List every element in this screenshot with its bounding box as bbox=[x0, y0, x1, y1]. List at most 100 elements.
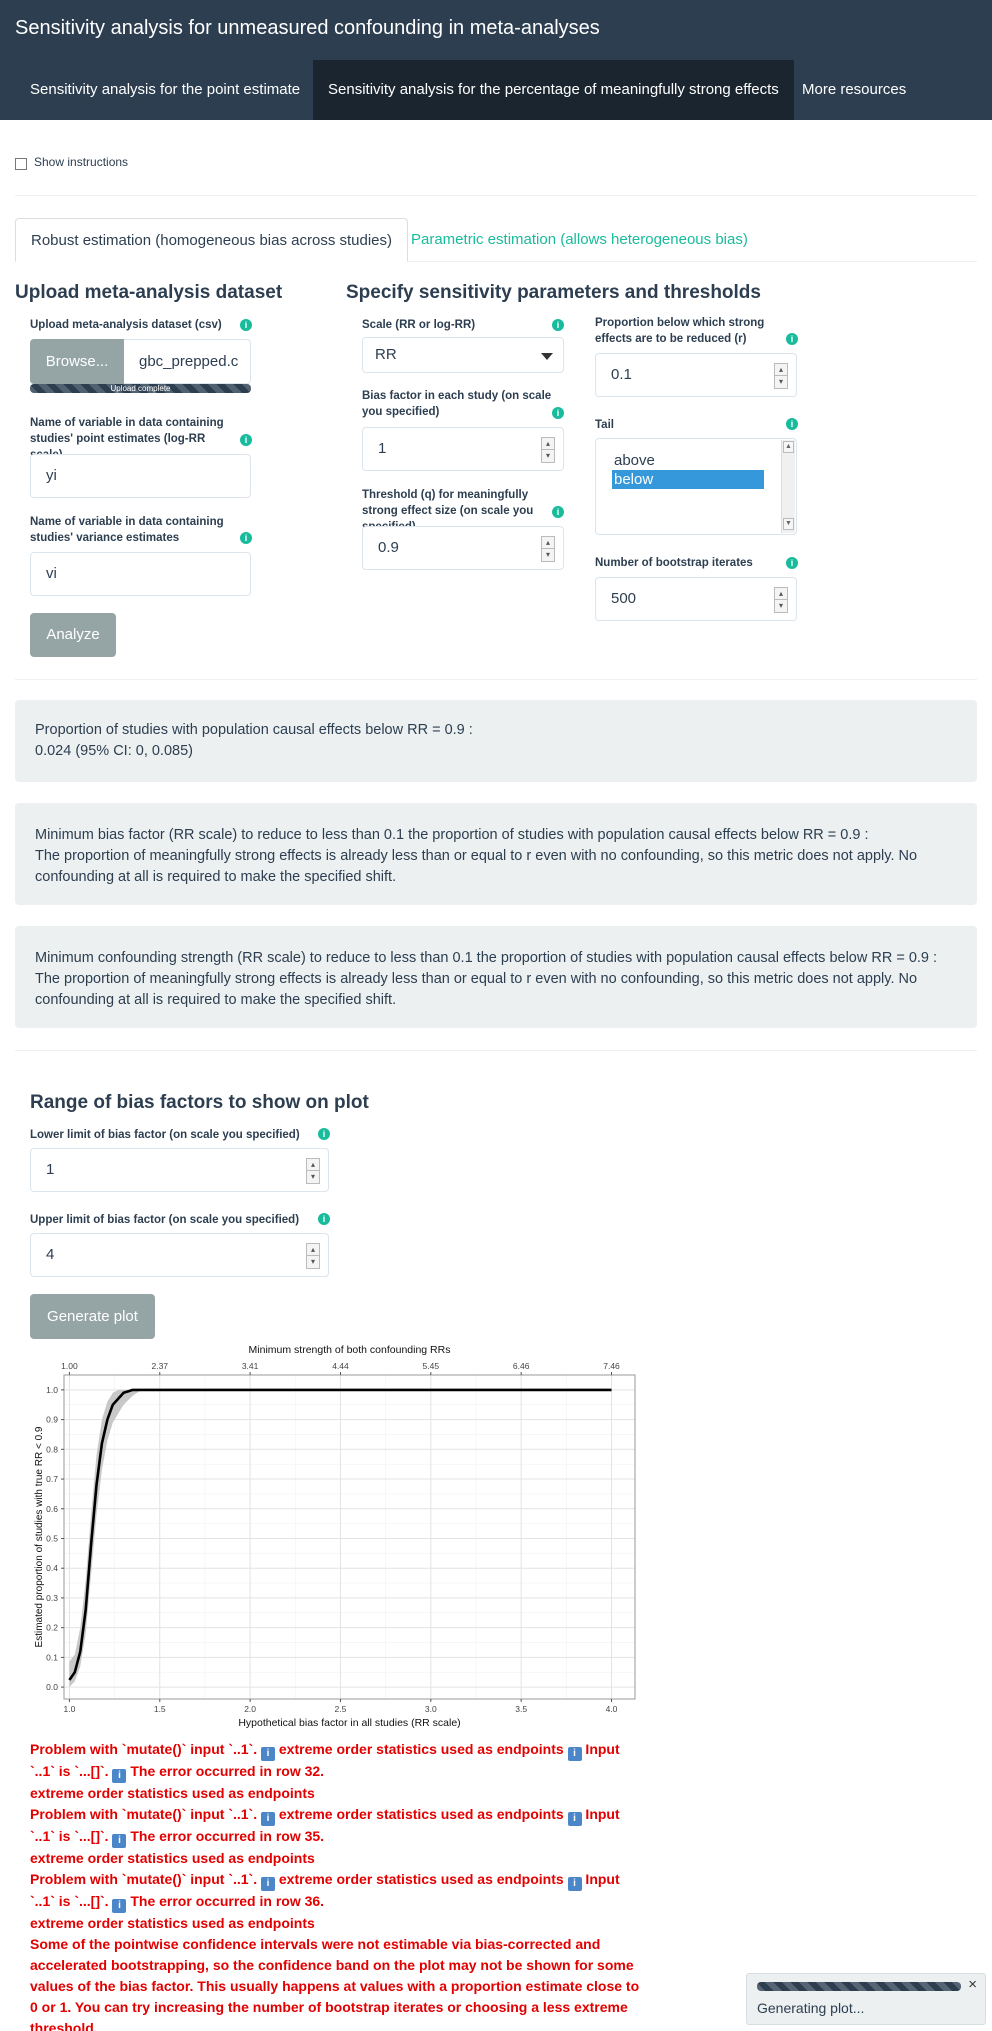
error-tail: extreme order statistics used as endpoin… bbox=[30, 1785, 315, 1801]
x-tick-label: 3.0 bbox=[425, 1704, 437, 1714]
analyze-button[interactable]: Analyze bbox=[30, 613, 116, 657]
tab-point-estimate[interactable]: Sensitivity analysis for the point estim… bbox=[30, 81, 301, 98]
generate-plot-button[interactable]: Generate plot bbox=[30, 1294, 155, 1339]
error-post: Input `..1` is `...[]`. bbox=[30, 1806, 620, 1844]
lower-limit-input[interactable]: 1 ▴ ▾ bbox=[30, 1148, 329, 1192]
error-post: Input `..1` is `...[]`. bbox=[30, 1741, 620, 1779]
error-prefix: Problem with `mutate()` input `..1`. bbox=[30, 1741, 258, 1757]
y-tick-label: 0.5 bbox=[46, 1533, 58, 1543]
error-mid: extreme order statistics used as endpoin… bbox=[275, 1871, 564, 1887]
lower-limit-value: 1 bbox=[46, 1161, 55, 1178]
info-icon[interactable]: i bbox=[786, 418, 798, 430]
info-icon: i bbox=[112, 1769, 127, 1783]
info-icon: i bbox=[567, 1877, 582, 1891]
scroll-up-icon[interactable]: ▲ bbox=[783, 441, 794, 453]
show-instructions-label[interactable]: Show instructions bbox=[34, 155, 129, 169]
top-tick-label: 1.00 bbox=[61, 1361, 78, 1371]
tail-option-above[interactable]: above bbox=[614, 452, 655, 469]
info-icon[interactable]: i bbox=[786, 557, 798, 569]
min-bias-well: Minimum bias factor (RR scale) to reduce… bbox=[15, 803, 977, 905]
info-icon: i bbox=[567, 1812, 582, 1826]
bias-input[interactable]: 1 ▴ ▾ bbox=[362, 427, 564, 471]
y-tick-label: 0.3 bbox=[46, 1593, 58, 1603]
boot-label: Number of bootstrap iterates bbox=[595, 557, 753, 569]
lower-limit-label: Lower limit of bias factor (on scale you… bbox=[30, 1129, 300, 1141]
error-message: Problem with `mutate()` input `..1`. i e… bbox=[30, 1869, 640, 1913]
tab-more-resources[interactable]: More resources bbox=[802, 81, 907, 98]
info-icon[interactable]: i bbox=[240, 532, 252, 544]
browse-button[interactable]: Browse... bbox=[30, 339, 124, 384]
top-tick-label: 7.46 bbox=[603, 1361, 620, 1371]
r-stepper[interactable]: ▴ ▾ bbox=[774, 363, 788, 389]
x-tick-label: 3.5 bbox=[515, 1704, 527, 1714]
info-icon[interactable]: i bbox=[552, 506, 564, 518]
info-icon: i bbox=[567, 1747, 582, 1761]
upper-limit-stepper[interactable]: ▴ ▾ bbox=[306, 1243, 320, 1269]
show-instructions-checkbox[interactable] bbox=[15, 158, 27, 170]
lower-limit-stepper[interactable]: ▴ ▾ bbox=[306, 1158, 320, 1184]
y-tick-label: 0.4 bbox=[46, 1563, 58, 1573]
min-bias-heading: Minimum bias factor (RR scale) to reduce… bbox=[35, 827, 869, 843]
info-icon: i bbox=[261, 1812, 275, 1826]
error-mid: extreme order statistics used as endpoin… bbox=[275, 1741, 564, 1757]
bias-stepper[interactable]: ▴ ▾ bbox=[541, 437, 555, 463]
close-icon[interactable]: × bbox=[968, 1976, 977, 1993]
boot-input[interactable]: 500 ▴ ▾ bbox=[595, 577, 797, 621]
top-tick-label: 2.37 bbox=[151, 1361, 168, 1371]
info-icon[interactable]: i bbox=[786, 333, 798, 345]
error-row: The error occurred in row 32. bbox=[126, 1763, 325, 1779]
series-line bbox=[68, 1388, 612, 1681]
notification-text: Generating plot... bbox=[757, 2000, 865, 2016]
info-icon[interactable]: i bbox=[318, 1213, 330, 1225]
upper-limit-label: Upper limit of bias factor (on scale you… bbox=[30, 1214, 300, 1226]
info-icon[interactable]: i bbox=[552, 407, 564, 419]
scroll-down-icon[interactable]: ▼ bbox=[783, 518, 794, 530]
tab-percentage-strong-effects[interactable]: Sensitivity analysis for the percentage … bbox=[313, 60, 794, 120]
upper-limit-input[interactable]: 4 ▴ ▾ bbox=[30, 1233, 329, 1277]
scale-select[interactable]: RR bbox=[362, 337, 564, 373]
proportion-value: 0.024 (95% CI: 0, 0.085) bbox=[35, 743, 193, 759]
boot-stepper[interactable]: ▴ ▾ bbox=[774, 587, 788, 613]
top-tick-label: 4.44 bbox=[332, 1361, 349, 1371]
info-icon[interactable]: i bbox=[240, 319, 252, 331]
top-tick-label: 5.45 bbox=[423, 1361, 440, 1371]
boot-input-value: 500 bbox=[611, 590, 637, 607]
yi-input[interactable]: yi bbox=[30, 454, 251, 498]
tab-parametric-estimation[interactable]: Parametric estimation (allows heterogene… bbox=[411, 231, 748, 248]
y-tick-label: 0.9 bbox=[46, 1415, 58, 1425]
error-prefix: Problem with `mutate()` input `..1`. bbox=[30, 1871, 258, 1887]
error-mid: extreme order statistics used as endpoin… bbox=[275, 1806, 564, 1822]
y-tick-label: 0.6 bbox=[46, 1504, 58, 1514]
y-axis-title: Estimated proportion of studies with tru… bbox=[34, 1426, 45, 1647]
info-icon[interactable]: i bbox=[318, 1128, 330, 1140]
x-tick-label: 1.5 bbox=[154, 1704, 166, 1714]
x-tick-label: 2.5 bbox=[335, 1704, 347, 1714]
tail-option-below[interactable]: below bbox=[612, 470, 764, 489]
tail-listbox[interactable]: above below ▲ ▼ bbox=[595, 438, 797, 535]
x-tick-label: 2.0 bbox=[244, 1704, 256, 1714]
y-tick-label: 0.2 bbox=[46, 1623, 58, 1633]
file-name-field: gbc_prepped.c bbox=[124, 339, 251, 384]
r-input-value: 0.1 bbox=[611, 366, 632, 383]
upper-limit-value: 4 bbox=[46, 1246, 55, 1263]
y-tick-label: 0.7 bbox=[46, 1474, 58, 1484]
r-input[interactable]: 0.1 ▴ ▾ bbox=[595, 353, 797, 397]
vi-input[interactable]: vi bbox=[30, 552, 251, 596]
bias-plot: 1.0 1.5 2.0 2.5 3.0 3.5 4.0 Hypothetical bias f… bbox=[34, 1344, 636, 1729]
y-tick-label: 0.0 bbox=[46, 1682, 58, 1692]
info-icon[interactable]: i bbox=[552, 319, 564, 331]
error-row: The error occurred in row 36. bbox=[126, 1893, 325, 1909]
info-icon[interactable]: i bbox=[240, 434, 252, 446]
listbox-scrollbar[interactable]: ▲ ▼ bbox=[781, 440, 795, 533]
params-heading: Specify sensitivity parameters and thres… bbox=[346, 282, 761, 303]
tab-robust-estimation[interactable]: Robust estimation (homogeneous bias acro… bbox=[15, 218, 409, 262]
error-message: Problem with `mutate()` input `..1`. i e… bbox=[30, 1804, 640, 1848]
app-title: Sensitivity analysis for unmeasured conf… bbox=[15, 17, 600, 39]
navbar: Sensitivity analysis for unmeasured conf… bbox=[0, 0, 992, 120]
y-tick-label: 0.8 bbox=[46, 1444, 58, 1454]
q-stepper[interactable]: ▴ ▾ bbox=[541, 536, 555, 562]
q-input[interactable]: 0.9 ▴ ▾ bbox=[362, 526, 564, 570]
top-tick-label: 6.46 bbox=[513, 1361, 530, 1371]
notification: × Generating plot... bbox=[746, 1973, 986, 2025]
info-icon: i bbox=[112, 1834, 127, 1848]
